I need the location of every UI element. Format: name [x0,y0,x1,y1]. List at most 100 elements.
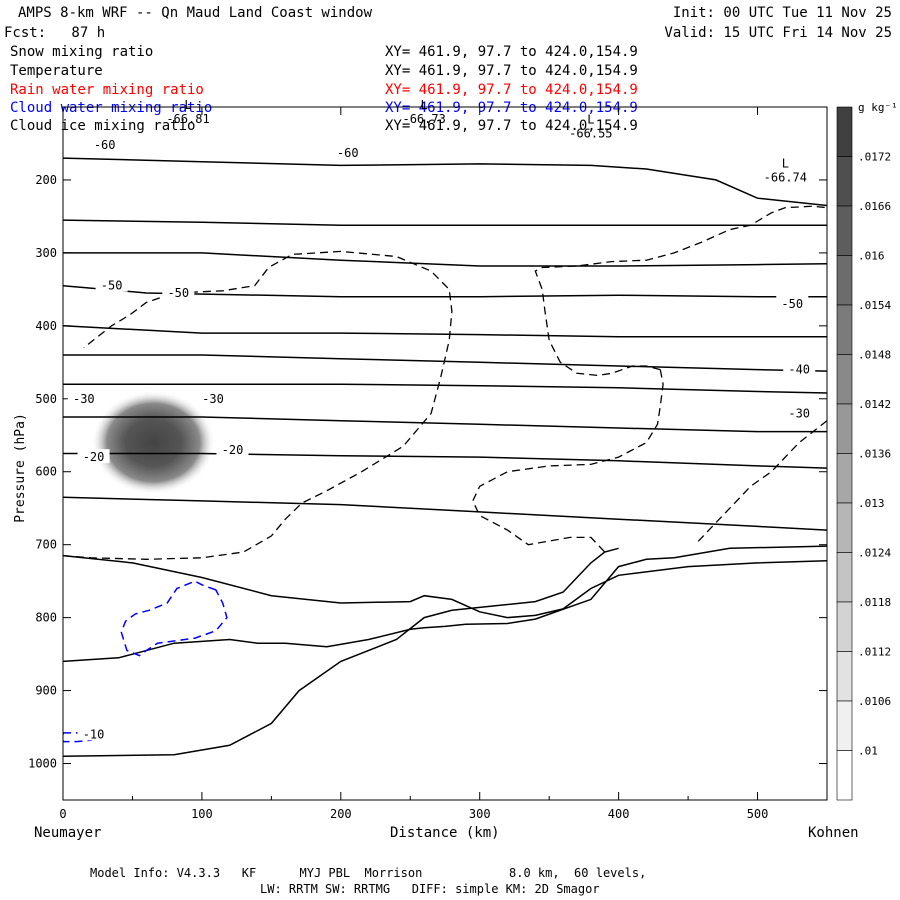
y-tick-label: 1000 [28,757,57,771]
colorbar-band [836,205,853,256]
isotherm-label: -60 [337,146,359,160]
field-temp-xy: XY= 461.9, 97.7 to 424.0,154.9 [385,63,638,79]
x-tick-label: 0 [59,807,66,821]
isotherm-label-bg [776,295,809,310]
init-time: Init: 00 UTC Tue 11 Nov 25 [672,5,892,21]
isotherm-label: -40 [788,363,810,377]
isotherm-label-bg [331,144,364,159]
y-tick-label: 300 [35,246,57,260]
low-value: -66.81 [166,112,209,126]
chart-title: AMPS 8-km WRF -- Qn Maud Land Coast wind… [18,5,373,21]
isotherm-line [63,252,827,267]
isotherm-label-bg [95,277,128,292]
y-axis-label: Pressure (hPa) [12,413,28,523]
y-tick-label: 900 [35,684,57,698]
colorbar-tick-label: .0166 [858,200,891,213]
x-endpoint-left: Neumayer [34,825,102,841]
colorbar-band [836,156,853,207]
isotherm-label-bg [783,361,816,376]
isotherm-label-bg [197,390,230,405]
colorbar-tick-label: .0142 [858,398,891,411]
y-tick-label: 600 [35,465,57,479]
isotherm-label-bg [783,405,816,420]
colorbar-band [836,403,853,454]
y-tick-label: 500 [35,392,57,406]
low-value: -66.55 [569,127,612,141]
x-tick-label: 400 [608,807,630,821]
x-tick-label: 300 [469,807,491,821]
isotherm-label: -50 [167,286,189,300]
colorbar-band [836,304,853,355]
field-cloudwater-name: Cloud water mixing ratio [10,100,213,116]
model-info-line1: Model Info: V4.3.3 KF MYJ PBL Morrison 8… [90,866,647,880]
rain-water-contour [534,205,827,377]
y-tick-label: 700 [35,538,57,552]
forecast-hour: Fcst: 87 h [4,25,106,41]
x-endpoint-right: Kohnen [808,825,859,841]
colorbar-band [836,106,853,157]
isotherm-line [63,219,827,226]
isotherm-label: -20 [83,450,105,464]
field-cloudwater-xy: XY= 461.9, 97.7 to 424.0,154.9 [385,100,638,116]
x-tick-label: 500 [747,807,769,821]
colorbar-band [836,453,853,504]
isotherm-label-bg [216,441,249,456]
colorbar-tick-label: .0136 [858,448,891,461]
colorbar-band [836,354,853,405]
colorbar-band [836,750,853,801]
low-marker: L [782,156,789,170]
plot-frame [62,106,828,801]
isotherm-line [63,545,827,663]
colorbar-tick-label: .01 [858,745,878,758]
isotherm-line [63,452,827,469]
isotherm-label-bg [77,726,110,741]
field-snow-name: Snow mixing ratio [10,44,154,60]
isotherm-label-bg [162,285,195,300]
colorbar-tick-label: .0118 [858,596,891,609]
valid-time: Valid: 15 UTC Fri 14 Nov 25 [664,25,892,41]
colorbar-tick-label: .013 [858,497,885,510]
colorbar-tick-label: .0106 [858,695,891,708]
field-rain-name: Rain water mixing ratio [10,82,204,98]
low-marker: L [184,98,191,112]
isotherm-label-bg [77,449,110,464]
isotherm-line [63,554,827,619]
field-cloudice-name: Cloud ice mixing ratio [10,118,196,134]
isotherm-line [63,325,827,338]
cloud-water-contour [120,580,228,657]
colorbar-tick-label: .0154 [858,299,891,312]
isotherm-label: -50 [101,279,123,293]
low-marker: L [587,113,594,127]
field-temp-name: Temperature [10,63,103,79]
isotherm-label: -60 [94,138,116,152]
isotherm-label: -30 [788,406,810,420]
isotherm-line [63,284,827,298]
colorbar-band [836,255,853,306]
colorbar-band [836,552,853,603]
low-value: -66.74 [764,170,807,184]
x-tick-label: 100 [191,807,213,821]
x-tick-label: 200 [330,807,352,821]
isotherm-label: -30 [73,392,95,406]
low-marker: L [421,98,428,112]
isotherm-line [63,383,827,394]
colorbar-tick-label: .0172 [858,151,891,164]
isotherm-label: -50 [781,297,803,311]
isotherm-line [63,354,827,372]
isotherm-label: -20 [222,443,244,457]
isotherm-line [63,157,827,207]
colorbar-band [836,651,853,702]
colorbar-band [836,502,853,553]
isotherm-line [63,416,827,433]
y-tick-label: 800 [35,611,57,625]
colorbar-tick-label: .0148 [858,349,891,362]
field-rain-xy: XY= 461.9, 97.7 to 424.0,154.9 [385,82,638,98]
model-info-line2: LW: RRTM SW: RRTMG DIFF: simple KM: 2D S… [260,882,600,896]
isotherm-label: -10 [83,727,105,741]
isotherm-label: -30 [202,392,224,406]
isotherm-line [63,547,619,757]
colorbar-unit: g kg⁻¹ [858,101,898,114]
cloud-ice-maximum [91,390,216,495]
y-tick-label: 200 [35,173,57,187]
